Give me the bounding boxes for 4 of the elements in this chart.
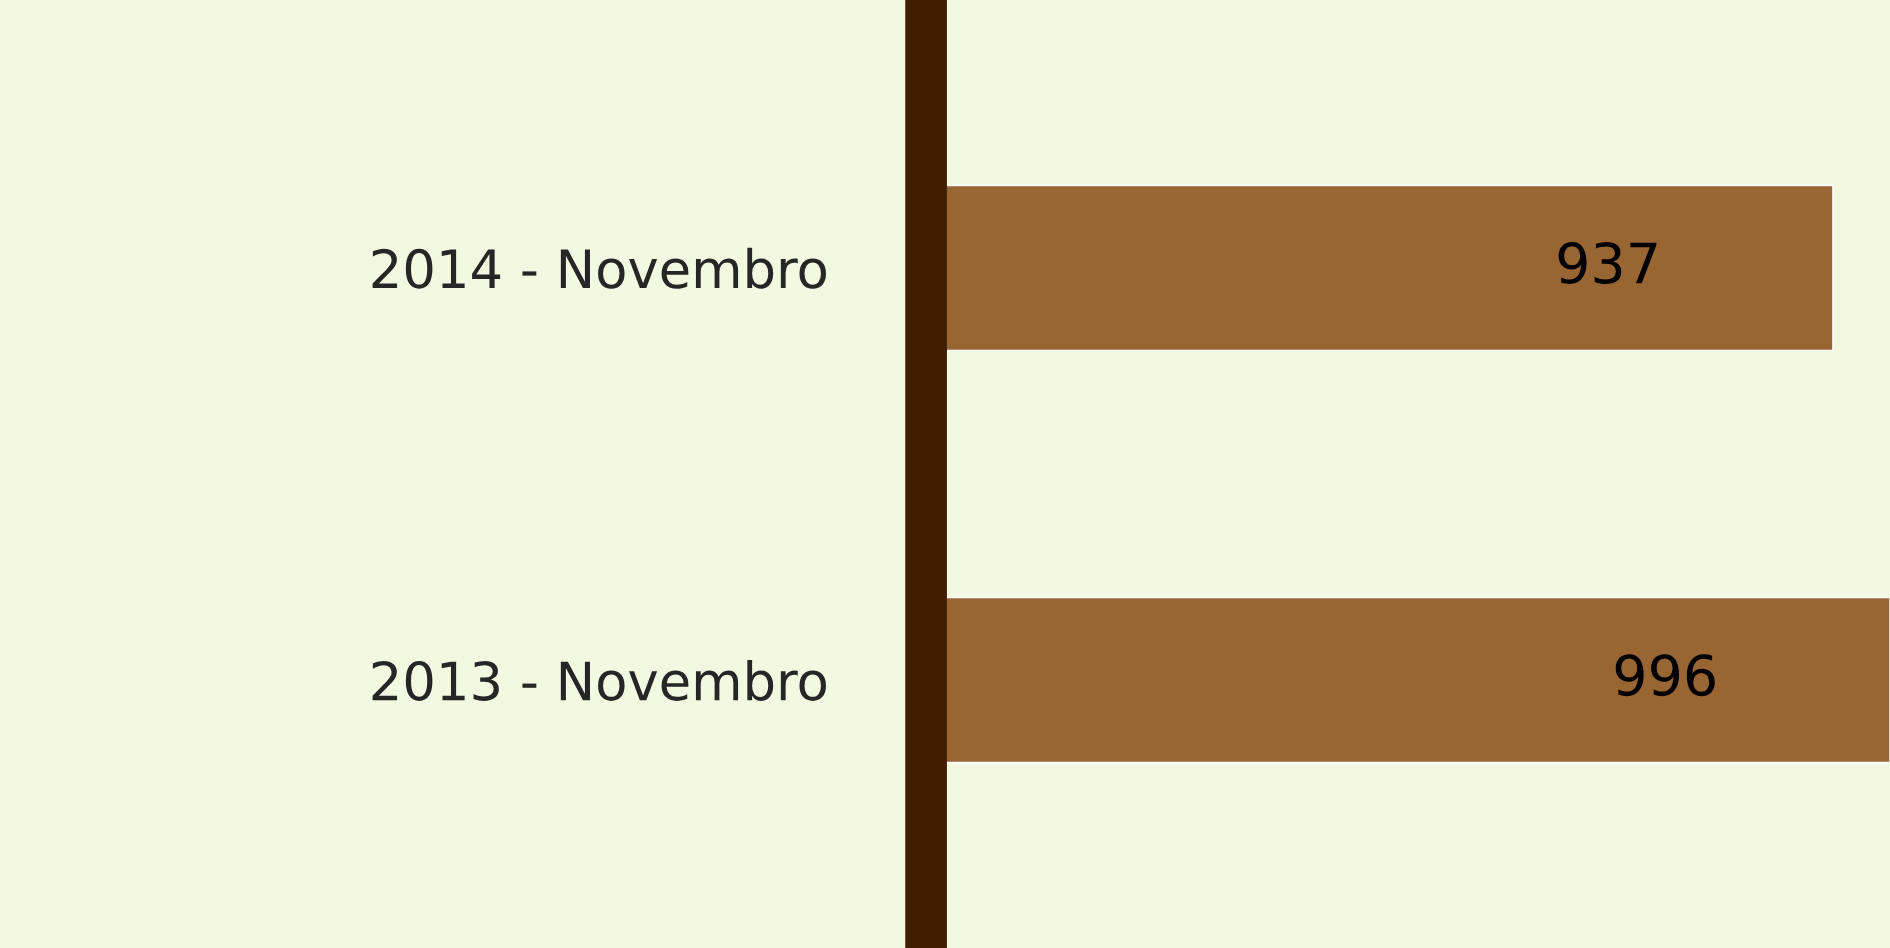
y-tick-label: 2014 - Novembro — [372, 247, 826, 289]
data-label: 937 — [1558, 242, 1657, 285]
y-tick-label: 2013 - Novembro — [372, 660, 826, 701]
data-label: 996 — [1615, 654, 1715, 697]
